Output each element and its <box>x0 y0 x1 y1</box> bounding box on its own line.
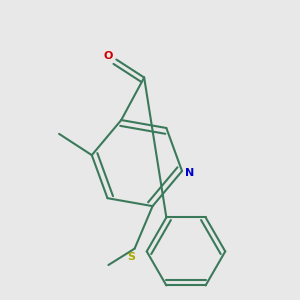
Text: N: N <box>184 168 194 178</box>
Text: S: S <box>127 252 135 262</box>
Text: O: O <box>103 51 113 61</box>
